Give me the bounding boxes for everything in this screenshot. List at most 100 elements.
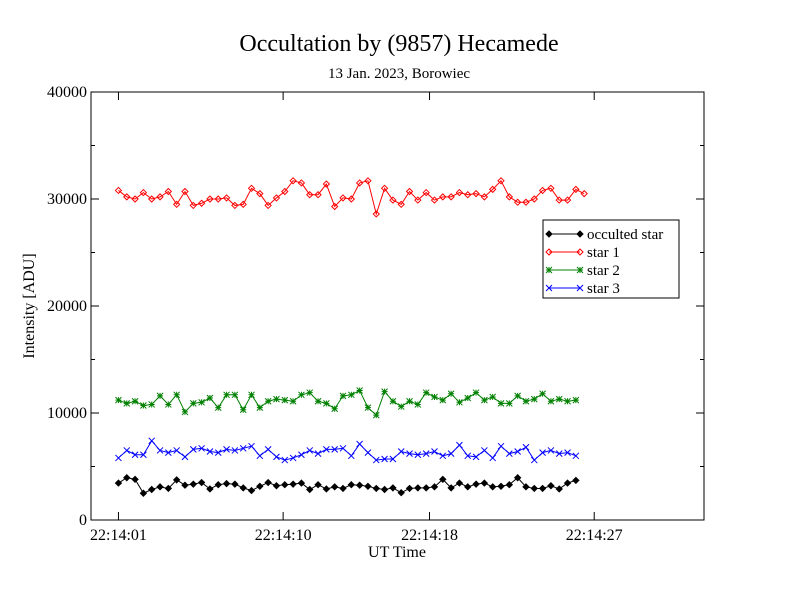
data-point-star-3 (164, 449, 172, 456)
data-point-occulted-star (488, 483, 497, 491)
data-point-occulted-star (422, 484, 430, 492)
x-axis-label: UT Time (368, 544, 426, 561)
data-point-occulted-star (547, 482, 555, 490)
data-point-star-3 (464, 452, 472, 460)
data-point-occulted-star (231, 480, 239, 488)
data-point-star-2 (214, 404, 222, 412)
data-point-occulted-star (364, 482, 372, 491)
data-point-star-3 (223, 446, 230, 453)
data-point-star-2 (522, 397, 530, 405)
data-point-occulted-star (563, 479, 572, 487)
data-point-occulted-star (389, 484, 397, 492)
data-point-star-2 (239, 406, 247, 414)
data-point-star-3 (514, 448, 522, 455)
data-point-star-2 (406, 397, 413, 405)
data-point-star-3 (123, 447, 131, 454)
data-point-star-2 (331, 405, 339, 413)
data-point-star-3 (198, 444, 205, 452)
data-point-star-3 (505, 450, 513, 458)
data-point-star-2 (397, 403, 405, 410)
data-point-star-1 (372, 210, 380, 218)
data-point-star-3 (539, 449, 546, 456)
data-point-star-2 (497, 400, 505, 407)
data-point-star-1 (123, 193, 131, 201)
legend-label: occulted star (587, 227, 663, 243)
series-occulted-star (114, 474, 580, 497)
data-point-star-2 (372, 411, 380, 419)
data-point-star-2 (547, 397, 555, 405)
data-point-star-1 (405, 187, 414, 196)
data-point-star-3 (422, 450, 430, 458)
data-point-occulted-star (123, 474, 131, 482)
data-point-star-3 (189, 446, 197, 453)
data-point-star-1 (272, 194, 281, 202)
data-point-star-3 (572, 452, 580, 460)
legend-marker (545, 230, 553, 238)
data-point-star-2 (505, 400, 513, 407)
data-point-star-3 (364, 449, 372, 456)
data-point-star-1 (430, 196, 439, 204)
data-point-occulted-star (148, 485, 156, 494)
data-point-occulted-star (239, 484, 247, 492)
data-point-star-2 (306, 389, 314, 397)
data-point-star-2 (223, 391, 230, 399)
data-point-star-1 (297, 179, 306, 187)
data-point-star-1 (139, 188, 148, 197)
data-point-star-1 (380, 184, 389, 193)
data-point-occulted-star (405, 484, 414, 493)
data-point-occulted-star (480, 479, 489, 487)
data-point-star-2 (264, 397, 272, 405)
data-point-star-2 (173, 391, 181, 399)
data-point-star-2 (156, 392, 164, 400)
legend: occulted star star 1 star 2 star 3 (542, 219, 680, 299)
series-line-star-1 (118, 179, 585, 216)
data-point-star-3 (323, 446, 330, 453)
legend-entry-star-2: star 2 (545, 263, 620, 279)
data-point-star-3 (331, 446, 339, 453)
data-point-star-2 (314, 397, 322, 405)
data-point-star-3 (214, 449, 222, 456)
x-tick-label: 22:14:18 (401, 527, 458, 544)
data-point-star-2 (115, 396, 122, 404)
data-point-star-3 (256, 452, 264, 460)
data-point-star-3 (248, 442, 255, 450)
data-point-occulted-star (372, 484, 380, 493)
data-point-star-3 (131, 451, 139, 459)
data-point-star-2 (256, 404, 264, 412)
data-point-occulted-star (430, 483, 439, 491)
data-point-star-3 (231, 447, 239, 454)
data-point-star-1 (563, 196, 572, 204)
data-point-occulted-star (322, 485, 331, 493)
data-point-star-3 (439, 452, 447, 460)
data-point-star-2 (530, 395, 538, 403)
data-point-star-3 (206, 448, 214, 455)
data-point-star-2 (189, 400, 197, 407)
data-point-star-1 (330, 202, 339, 211)
data-point-occulted-star (172, 476, 181, 484)
data-point-occulted-star (497, 482, 505, 491)
series-layer (114, 177, 588, 497)
x-tick-label: 22:14:01 (90, 527, 147, 544)
legend-marker (545, 284, 553, 292)
data-point-star-2 (539, 390, 546, 398)
data-point-star-2 (323, 400, 330, 407)
legend-label: star 1 (587, 245, 620, 261)
data-point-occulted-star (181, 481, 189, 489)
y-tick-label: 20000 (47, 298, 87, 315)
data-point-star-1 (131, 195, 139, 203)
data-point-occulted-star (455, 479, 464, 487)
data-point-star-1 (422, 188, 430, 197)
data-point-star-1 (572, 185, 580, 194)
data-point-star-1 (580, 189, 588, 198)
data-point-star-3 (115, 454, 122, 462)
data-point-star-2 (298, 391, 305, 399)
data-point-star-3 (497, 442, 505, 450)
data-point-occulted-star (447, 484, 455, 492)
data-point-occulted-star (555, 485, 563, 493)
data-point-star-2 (422, 389, 430, 397)
data-point-star-3 (414, 451, 422, 459)
y-axis-label: Intensity [ADU] (21, 253, 38, 358)
data-point-star-2 (564, 397, 571, 405)
data-point-star-1 (513, 198, 522, 206)
data-point-star-1 (148, 195, 156, 203)
